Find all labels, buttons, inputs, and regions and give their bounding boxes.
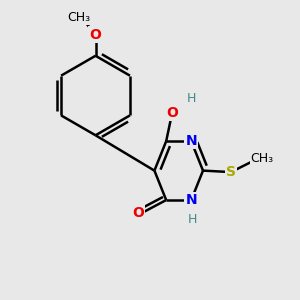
Text: CH₃: CH₃ — [250, 152, 274, 165]
Text: O: O — [90, 28, 101, 42]
Text: N: N — [185, 193, 197, 207]
Text: CH₃: CH₃ — [67, 11, 90, 24]
Text: N: N — [185, 134, 197, 148]
Text: S: S — [226, 165, 236, 179]
Text: O: O — [132, 206, 144, 220]
Text: H: H — [187, 92, 196, 105]
Text: O: O — [166, 106, 178, 120]
Text: H: H — [188, 213, 197, 226]
